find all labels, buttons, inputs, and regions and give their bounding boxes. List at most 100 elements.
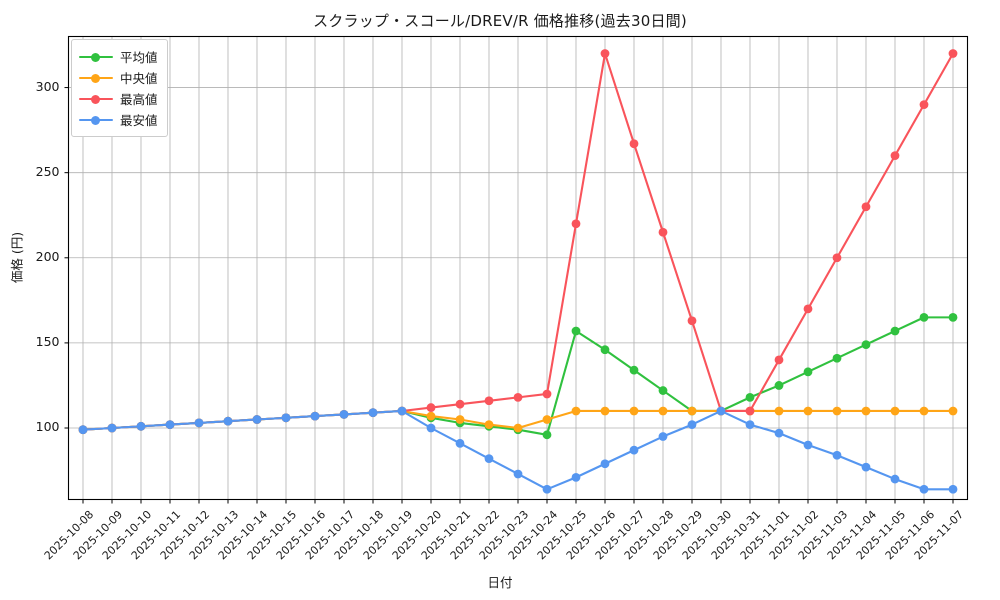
data-point-marker	[571, 219, 581, 229]
y-axis-label: 価格 (円)	[9, 231, 25, 284]
y-tick-label: 100	[35, 419, 60, 434]
data-point-marker	[832, 353, 842, 363]
data-series	[78, 49, 958, 494]
legend-label: 最高値	[120, 92, 158, 107]
data-point-marker	[223, 416, 233, 426]
data-point-marker	[658, 432, 668, 441]
data-point-marker	[571, 406, 581, 416]
data-point-marker	[687, 420, 697, 430]
data-point-marker	[832, 406, 842, 416]
data-point-marker	[484, 420, 494, 430]
data-point-marker	[948, 406, 958, 416]
data-point-marker	[658, 227, 668, 237]
data-point-marker	[629, 406, 639, 416]
data-point-marker	[310, 411, 320, 421]
data-point-marker	[571, 472, 581, 482]
data-point-marker	[803, 367, 813, 377]
data-point-marker	[803, 440, 813, 450]
data-point-marker	[774, 381, 784, 390]
data-point-marker	[455, 399, 465, 409]
data-point-marker	[774, 355, 784, 365]
legend-swatch-icon	[79, 93, 113, 105]
data-point-marker	[165, 420, 175, 430]
data-point-marker	[745, 420, 755, 430]
data-point-marker	[658, 386, 668, 395]
data-point-marker	[948, 312, 958, 322]
data-point-marker	[919, 100, 929, 109]
data-point-marker	[687, 406, 697, 416]
data-point-marker	[368, 408, 378, 418]
data-point-marker	[919, 484, 929, 494]
data-point-marker	[542, 484, 552, 494]
y-tick-label: 300	[35, 78, 60, 94]
legend-item-2[interactable]: 中央値	[79, 67, 158, 88]
data-point-marker	[600, 459, 610, 469]
data-point-marker	[832, 253, 842, 263]
data-point-marker	[252, 415, 262, 424]
data-point-marker	[426, 411, 436, 421]
y-tick-label: 150	[35, 333, 60, 349]
data-point-marker	[542, 389, 552, 399]
data-point-marker	[861, 406, 871, 416]
data-point-marker	[861, 340, 871, 349]
x-axis-label: 日付	[487, 575, 513, 590]
data-point-marker	[774, 428, 784, 438]
data-point-marker	[687, 316, 697, 326]
chart-title: スクラップ・スコール/DREV/R 価格推移(過去30日間)	[313, 12, 687, 30]
data-point-marker	[339, 409, 349, 419]
data-point-marker	[426, 403, 436, 412]
data-point-marker	[455, 438, 465, 448]
data-point-marker	[542, 430, 552, 440]
data-point-marker	[890, 406, 900, 416]
data-point-marker	[890, 326, 900, 336]
data-point-marker	[803, 406, 813, 416]
legend-swatch-icon	[79, 51, 113, 63]
data-point-marker	[948, 484, 958, 494]
data-point-marker	[513, 469, 523, 479]
data-point-marker	[803, 304, 813, 314]
data-point-marker	[658, 406, 668, 416]
data-point-marker	[745, 392, 755, 402]
data-point-marker	[629, 365, 639, 375]
data-point-marker	[136, 421, 146, 431]
data-point-marker	[745, 406, 755, 416]
data-point-marker	[455, 415, 465, 424]
data-point-marker	[919, 406, 929, 416]
legend-swatch-icon	[79, 72, 113, 84]
legend-label: 平均値	[120, 50, 158, 65]
data-point-marker	[774, 406, 784, 416]
data-point-marker	[542, 415, 552, 424]
data-point-marker	[194, 418, 204, 428]
grid-lines	[68, 36, 968, 500]
data-point-marker	[861, 202, 871, 212]
legend-item-1[interactable]: 平均値	[79, 46, 158, 67]
data-point-marker	[600, 49, 610, 58]
legend-label: 中央値	[120, 71, 158, 86]
legend-item-4[interactable]: 最安値	[79, 109, 158, 130]
legend-item-3[interactable]: 最高値	[79, 88, 158, 109]
data-point-marker	[513, 423, 523, 433]
axis-ticks	[64, 87, 954, 504]
data-point-marker	[948, 49, 958, 58]
data-point-marker	[600, 345, 610, 355]
data-point-marker	[78, 425, 88, 435]
y-tick-label: 200	[35, 248, 60, 264]
legend-label: 最安値	[120, 113, 158, 128]
data-point-marker	[890, 474, 900, 484]
data-point-marker	[629, 139, 639, 149]
data-point-marker	[397, 406, 407, 416]
chart-legend: 平均値中央値最高値最安値	[71, 39, 168, 137]
data-point-marker	[890, 151, 900, 161]
data-point-marker	[629, 445, 639, 455]
legend-swatch-icon	[79, 114, 113, 126]
data-point-marker	[919, 312, 929, 322]
data-point-marker	[513, 392, 523, 402]
data-point-marker	[107, 423, 117, 433]
y-tick-label: 250	[35, 163, 60, 179]
data-point-marker	[832, 450, 842, 460]
data-point-marker	[484, 454, 494, 464]
data-point-marker	[281, 413, 291, 423]
data-point-marker	[716, 406, 726, 416]
